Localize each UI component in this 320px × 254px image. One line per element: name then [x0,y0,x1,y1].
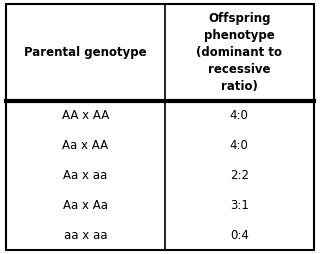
Text: 0:4: 0:4 [230,229,249,242]
Text: aa x aa: aa x aa [64,229,107,242]
Text: 2:2: 2:2 [230,169,249,182]
Text: Aa x aa: Aa x aa [63,169,108,182]
Text: Aa x AA: Aa x AA [62,139,108,152]
Text: Offspring
phenotype
(dominant to
recessive
ratio): Offspring phenotype (dominant to recessi… [196,12,282,93]
Text: AA x AA: AA x AA [62,109,109,122]
Text: 3:1: 3:1 [230,199,249,212]
Text: 4:0: 4:0 [230,109,249,122]
Text: Parental genotype: Parental genotype [24,46,147,59]
Text: Aa x Aa: Aa x Aa [63,199,108,212]
Text: 4:0: 4:0 [230,139,249,152]
